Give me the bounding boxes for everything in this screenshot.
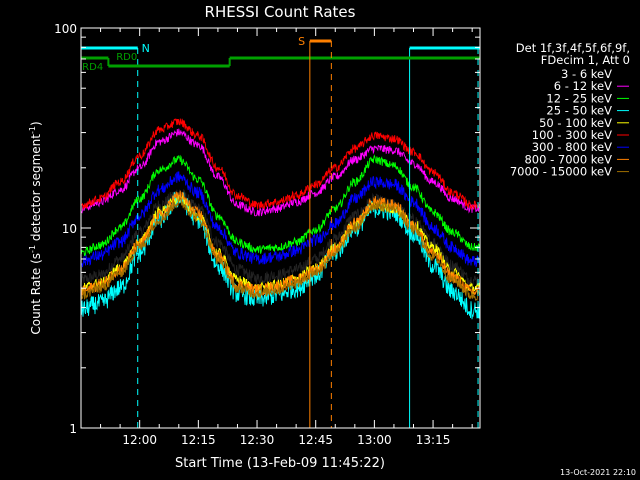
- y-axis-label-sup2: -1: [28, 126, 37, 134]
- series-line: [80, 171, 481, 268]
- y-tick-label: 100: [54, 22, 77, 36]
- series-line: [80, 195, 481, 302]
- legend-title-line2: FDecim 1, Att 0: [541, 53, 630, 67]
- x-tick-label: 12:30: [240, 433, 275, 447]
- series-layer: [80, 118, 481, 320]
- legend-title-line1: Det 1f,3f,4f,5f,6f,9f,: [516, 41, 630, 55]
- y-axis-label-part2: detector segment: [29, 134, 43, 245]
- x-tick-label: 12:00: [122, 433, 157, 447]
- x-tick-label: 13:15: [416, 433, 451, 447]
- y-axis-label-part1: Count Rate (s: [29, 253, 43, 335]
- y-axis-ticks: 1 10 100: [54, 22, 480, 436]
- series-line: [80, 154, 481, 257]
- annotation-layer: N RD0 RD4 S: [81, 35, 480, 428]
- night-label: N: [142, 42, 150, 55]
- series-line: [80, 118, 481, 210]
- legend-entry-label: 100 - 300 keV: [532, 128, 612, 142]
- y-axis-label: Count Rate (s-1 detector segment-1): [28, 121, 43, 334]
- legend-entry-label: 3 - 6 keV: [561, 67, 612, 81]
- chart-title: RHESSI Count Rates: [205, 3, 356, 21]
- x-tick-label: 12:45: [298, 433, 333, 447]
- legend-entry-label: 800 - 7000 keV: [524, 152, 612, 166]
- legend-entry-label: 12 - 25 keV: [546, 91, 612, 105]
- saa-label: S: [298, 35, 305, 48]
- rd0-label: RD0: [116, 52, 137, 63]
- legend: Det 1f,3f,4f,5f,6f,9f, FDecim 1, Att 0 3…: [510, 41, 630, 179]
- legend-entry-label: 7000 - 15000 keV: [510, 165, 612, 179]
- legend-entry-label: 300 - 800 keV: [532, 140, 612, 154]
- legend-entry-label: 25 - 50 keV: [546, 104, 612, 118]
- series-line: [80, 188, 481, 287]
- series-line: [80, 193, 481, 295]
- legend-entry-label: 50 - 100 keV: [539, 116, 612, 130]
- y-tick-label: 10: [62, 222, 77, 236]
- x-tick-label: 13:00: [357, 433, 392, 447]
- timestamp: 13-Oct-2021 22:10: [560, 468, 636, 477]
- x-axis-label: Start Time (13-Feb-09 11:45:22): [175, 456, 385, 471]
- x-tick-label: 12:15: [181, 433, 216, 447]
- y-axis-label-sup1: -1: [28, 245, 37, 253]
- plot-area: N RD0 RD4 S: [80, 35, 481, 428]
- rd4-label: RD4: [82, 62, 103, 73]
- y-axis-label-part3: ): [29, 121, 43, 126]
- legend-entry-label: 6 - 12 keV: [554, 79, 612, 93]
- series-line: [80, 128, 481, 217]
- y-tick-label: 1: [69, 422, 77, 436]
- x-axis-ticks: 12:00 12:15 12:30 12:45 13:00 13:15: [100, 28, 473, 447]
